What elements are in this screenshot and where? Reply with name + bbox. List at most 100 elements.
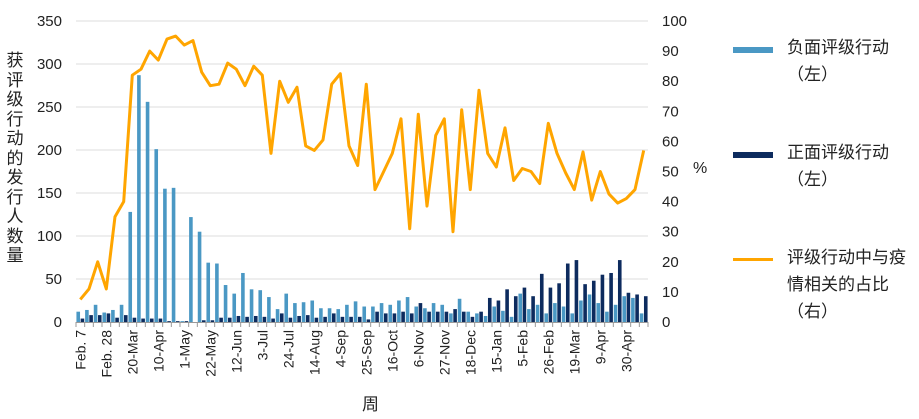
bar-positive — [600, 274, 605, 322]
bar-positive — [444, 311, 449, 322]
x-tick-label: 3-Jul — [254, 330, 270, 360]
y-right-tick-label: 20 — [662, 254, 679, 271]
bar-positive — [357, 316, 362, 322]
bar-positive — [314, 317, 319, 322]
bar-negative — [492, 306, 497, 322]
y-left-tick-label: 350 — [37, 13, 62, 30]
y-left-tick-label: 150 — [37, 185, 62, 202]
bar-negative — [345, 304, 349, 322]
bar-negative — [197, 231, 202, 322]
bar-negative — [388, 304, 393, 322]
bar-positive — [149, 318, 154, 322]
bar-positive — [461, 311, 466, 322]
bar-positive — [89, 315, 93, 322]
y-right-tick-label: 60 — [662, 133, 679, 150]
bar-positive — [106, 313, 111, 322]
bar-positive — [331, 313, 336, 322]
bar-negative — [258, 290, 263, 322]
bar-negative — [518, 293, 523, 322]
bar-positive — [158, 318, 163, 322]
bar-negative — [605, 311, 609, 322]
bar-positive — [97, 315, 102, 322]
bar-positive — [496, 300, 501, 322]
bar-negative — [501, 310, 505, 322]
bar-positive — [583, 284, 587, 322]
bar-positive — [591, 280, 596, 322]
x-tick-label: 15-Jan — [488, 330, 504, 373]
legend-item-negative: 负面评级行动（左） — [733, 35, 915, 89]
y-right-tick-label: 40 — [662, 194, 679, 211]
bar-positive — [279, 313, 284, 322]
bar-positive — [522, 287, 527, 322]
bar-negative — [180, 321, 185, 322]
legend-swatch-positive — [733, 152, 773, 158]
bar-positive — [565, 263, 570, 322]
bar-positive — [210, 320, 215, 322]
bar-positive — [617, 260, 622, 322]
bar-negative — [310, 300, 315, 322]
bar-negative — [301, 302, 306, 322]
bar-positive — [539, 273, 544, 322]
x-tick-label: 16-Oct — [384, 330, 400, 372]
bar-negative — [362, 306, 367, 322]
bar-negative — [371, 306, 375, 322]
bar-positive — [201, 320, 206, 322]
bar-positive — [227, 317, 232, 322]
legend-label-positive: 正面评级行动（左） — [787, 143, 889, 190]
bar-positive — [505, 289, 509, 322]
bar-negative — [215, 263, 219, 322]
bar-negative — [613, 304, 618, 322]
bar-negative — [535, 304, 540, 322]
x-tick-label: 9-Apr — [592, 330, 608, 365]
bar-negative — [414, 306, 419, 322]
bar-negative — [327, 308, 332, 322]
x-tick-label: 22-May — [202, 330, 218, 377]
bar-negative — [76, 311, 81, 322]
bar-positive — [323, 316, 327, 322]
bar-negative — [85, 309, 89, 322]
bar-positive — [340, 316, 345, 322]
bar-negative — [93, 304, 98, 322]
bar-positive — [427, 311, 431, 322]
bar-negative — [137, 75, 141, 323]
bar-negative — [102, 312, 107, 322]
bar-positive — [305, 315, 310, 322]
bar-positive — [245, 316, 249, 322]
bar-negative — [223, 285, 228, 322]
bar-negative — [353, 301, 358, 322]
y-left-tick-label: 300 — [37, 56, 62, 73]
bar-positive — [383, 313, 388, 322]
bar-positive — [435, 311, 440, 322]
bar-positive — [548, 287, 553, 322]
x-tick-label: 6-Nov — [410, 330, 426, 367]
y-right-tick-label: 10 — [662, 284, 679, 301]
y-left-tick-label: 0 — [54, 314, 62, 331]
bar-negative — [553, 303, 557, 322]
bar-negative — [128, 211, 133, 322]
bar-positive — [557, 283, 561, 322]
bar-positive — [141, 318, 145, 322]
bar-negative — [163, 188, 167, 322]
bar-negative — [622, 296, 627, 322]
bar-negative — [284, 293, 289, 322]
y-right-tick-label: 50 — [662, 164, 679, 181]
x-tick-label: 10-Apr — [150, 330, 166, 372]
bar-negative — [241, 272, 245, 322]
bar-negative — [405, 297, 410, 322]
bar-positive — [349, 316, 353, 322]
bar-positive — [262, 316, 267, 322]
bar-positive — [123, 315, 128, 322]
bar-positive — [401, 311, 405, 322]
bar-positive — [626, 292, 631, 322]
legend-swatch-covid-share — [733, 258, 773, 261]
bar-negative — [449, 313, 453, 322]
bar-negative — [466, 311, 471, 322]
bar-negative — [249, 289, 254, 322]
bar-negative — [111, 309, 115, 322]
bar-negative — [561, 306, 566, 322]
legend-item-positive: 正面评级行动（左） — [733, 140, 915, 194]
bar-positive — [288, 317, 293, 322]
bar-negative — [475, 313, 479, 322]
bar-positive — [392, 313, 397, 322]
bar-negative — [206, 262, 211, 322]
